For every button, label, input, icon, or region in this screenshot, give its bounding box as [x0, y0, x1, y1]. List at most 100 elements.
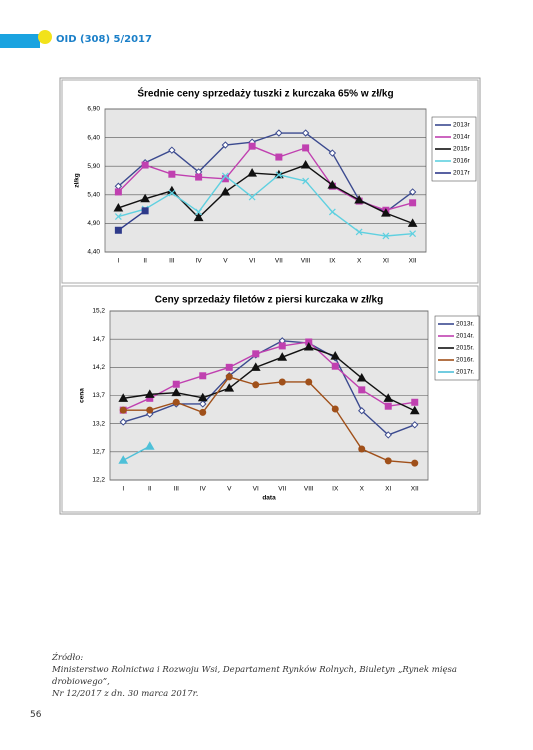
marker [118, 455, 129, 464]
x-tick-label: IX [329, 258, 336, 265]
marker [199, 400, 207, 408]
marker [193, 212, 204, 222]
marker [197, 392, 208, 402]
marker [383, 393, 394, 402]
marker [225, 373, 233, 381]
x-tick-label: IX [332, 486, 339, 493]
series-line [123, 340, 416, 436]
x-tick-label: III [169, 258, 175, 265]
y-axis-label: zł/kg [74, 173, 81, 187]
x-tick-label: XII [409, 258, 417, 265]
marker [141, 207, 149, 215]
marker [409, 230, 417, 238]
x-tick-label: X [360, 486, 365, 493]
x-axis-label: data [262, 495, 276, 502]
marker [252, 381, 260, 389]
series-line [118, 164, 413, 225]
marker [247, 168, 257, 177]
marker [411, 421, 419, 429]
marker [384, 431, 392, 439]
x-tick-label: III [174, 486, 180, 493]
marker [331, 362, 339, 370]
plot-area [104, 108, 427, 253]
series-line [122, 341, 415, 411]
legend-label: 2013r. [456, 321, 474, 328]
x-tick-label: XII [411, 486, 419, 493]
y-tick-label: 6,40 [87, 134, 100, 141]
legend-label: 2014r. [456, 333, 474, 340]
x-tick-label: II [143, 258, 147, 265]
marker [409, 199, 417, 207]
x-tick-label: VI [253, 486, 259, 493]
chart-title: Średnie ceny sprzedaży tuszki z kurczaka… [137, 87, 393, 100]
x-tick-label: XI [383, 258, 389, 265]
marker [119, 418, 127, 426]
legend-label: 2014r [453, 134, 470, 141]
source-line: Ministerstwo Rolnictwa i Rozwoju Wsi, De… [52, 665, 457, 687]
x-tick-label: XI [385, 486, 391, 493]
marker [221, 172, 229, 180]
marker [275, 129, 283, 137]
source: Źródło: Ministerstwo Rolnictwa i Rozwoju… [52, 652, 492, 700]
x-tick-label: II [148, 486, 152, 493]
marker [411, 459, 419, 467]
marker [278, 342, 286, 350]
legend-label: 2016r. [456, 357, 474, 364]
marker [300, 160, 311, 169]
x-tick-label: VIII [301, 258, 311, 265]
marker [119, 406, 127, 414]
header-bar [0, 34, 40, 48]
marker [408, 188, 417, 196]
x-tick-label: V [227, 486, 232, 493]
marker [225, 363, 233, 371]
marker [407, 218, 418, 227]
y-tick-label: 12,2 [92, 477, 105, 484]
y-tick-label: 6,90 [87, 106, 100, 113]
marker [220, 186, 231, 196]
x-tick-label: I [122, 486, 124, 493]
y-tick-label: 14,7 [92, 336, 105, 343]
y-axis-label: cena [79, 388, 86, 403]
y-tick-label: 4,90 [87, 220, 100, 227]
marker [168, 146, 176, 154]
header-icon [38, 30, 52, 44]
marker [354, 194, 364, 204]
marker [277, 352, 288, 361]
marker [302, 144, 310, 152]
x-tick-label: IV [200, 486, 207, 493]
marker [327, 180, 338, 189]
marker [221, 141, 230, 149]
marker [331, 405, 339, 413]
x-tick-label: VII [275, 258, 283, 265]
marker [168, 170, 176, 178]
marker [146, 406, 154, 414]
marker [301, 129, 310, 137]
marker [409, 405, 420, 415]
marker [358, 386, 366, 394]
marker [275, 171, 283, 179]
x-tick-label: IV [196, 258, 203, 265]
y-tick-label: 4,40 [87, 249, 100, 256]
legend-label: 2013r [453, 122, 470, 129]
marker [141, 161, 149, 169]
marker [358, 407, 366, 415]
header-title: OID (308) 5/2017 [56, 34, 152, 45]
marker [248, 193, 256, 201]
y-tick-label: 13,2 [92, 420, 105, 427]
y-tick-label: 15,2 [92, 308, 105, 315]
x-tick-label: VII [278, 486, 286, 493]
marker [113, 202, 124, 212]
marker [355, 228, 363, 236]
marker [250, 362, 261, 371]
marker [328, 149, 337, 157]
marker [305, 378, 313, 386]
series-line [117, 210, 146, 231]
marker [328, 208, 336, 216]
marker [171, 387, 182, 397]
page-number: 56 [30, 710, 42, 720]
marker [330, 351, 341, 360]
legend-label: 2017r [453, 170, 470, 177]
marker [114, 213, 122, 220]
